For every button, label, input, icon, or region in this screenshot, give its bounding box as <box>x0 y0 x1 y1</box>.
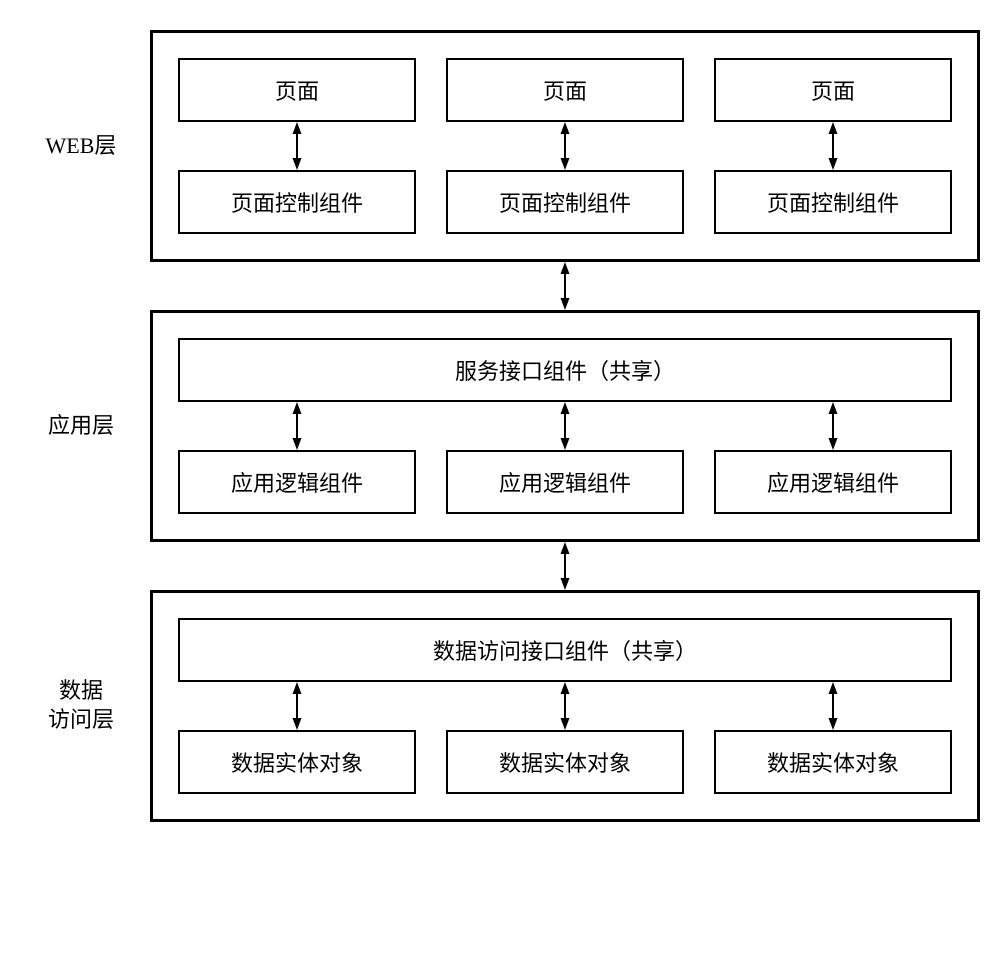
data-entity-box-2: 数据实体对象 <box>446 730 684 794</box>
app-logic-box-3: 应用逻辑组件 <box>714 450 952 514</box>
web-page-box-2: 页面 <box>446 58 684 122</box>
web-arrow-row <box>178 122 952 170</box>
layer-box-app: 服务接口组件（共享） 应用逻辑组件 应用逻辑组件 应用逻辑组件 <box>150 310 980 542</box>
web-bottom-row: 页面控制组件 页面控制组件 页面控制组件 <box>178 170 952 234</box>
double-arrow-icon <box>555 542 575 590</box>
double-arrow-icon <box>555 402 575 450</box>
layer-row-app: 应用层 服务接口组件（共享） 应用逻辑组件 应用逻辑组件 应用逻辑组件 <box>20 310 980 542</box>
web-ctrl-box-3: 页面控制组件 <box>714 170 952 234</box>
double-arrow-icon <box>555 122 575 170</box>
layer-row-data: 数据访问层 数据访问接口组件（共享） 数据实体对象 数据实体对象 数据实体对象 <box>20 590 980 822</box>
double-arrow-icon <box>823 682 843 730</box>
layer-row-web: WEB层 页面 页面 页面 页面控制组件 页面控制组件 页面控制组件 <box>20 30 980 262</box>
architecture-diagram: WEB层 页面 页面 页面 页面控制组件 页面控制组件 页面控制组件 应用层 <box>20 30 980 822</box>
double-arrow-icon <box>823 122 843 170</box>
app-shared-box: 服务接口组件（共享） <box>178 338 952 402</box>
app-logic-box-2: 应用逻辑组件 <box>446 450 684 514</box>
web-ctrl-box-1: 页面控制组件 <box>178 170 416 234</box>
layer-box-web: 页面 页面 页面 页面控制组件 页面控制组件 页面控制组件 <box>150 30 980 262</box>
arrow-between-web-app <box>20 262 980 310</box>
double-arrow-icon <box>823 402 843 450</box>
double-arrow-icon <box>287 122 307 170</box>
double-arrow-icon <box>287 682 307 730</box>
layer-label-data: 数据访问层 <box>20 677 150 734</box>
web-top-row: 页面 页面 页面 <box>178 58 952 122</box>
app-arrow-row <box>178 402 952 450</box>
app-bottom-row: 应用逻辑组件 应用逻辑组件 应用逻辑组件 <box>178 450 952 514</box>
layer-label-web: WEB层 <box>20 132 150 161</box>
data-bottom-row: 数据实体对象 数据实体对象 数据实体对象 <box>178 730 952 794</box>
data-arrow-row <box>178 682 952 730</box>
data-entity-box-1: 数据实体对象 <box>178 730 416 794</box>
app-logic-box-1: 应用逻辑组件 <box>178 450 416 514</box>
double-arrow-icon <box>555 262 575 310</box>
arrow-between-app-data <box>20 542 980 590</box>
web-page-box-1: 页面 <box>178 58 416 122</box>
data-shared-box: 数据访问接口组件（共享） <box>178 618 952 682</box>
web-ctrl-box-2: 页面控制组件 <box>446 170 684 234</box>
double-arrow-icon <box>555 682 575 730</box>
layer-box-data: 数据访问接口组件（共享） 数据实体对象 数据实体对象 数据实体对象 <box>150 590 980 822</box>
layer-label-app: 应用层 <box>20 412 150 441</box>
web-page-box-3: 页面 <box>714 58 952 122</box>
double-arrow-icon <box>287 402 307 450</box>
data-entity-box-3: 数据实体对象 <box>714 730 952 794</box>
